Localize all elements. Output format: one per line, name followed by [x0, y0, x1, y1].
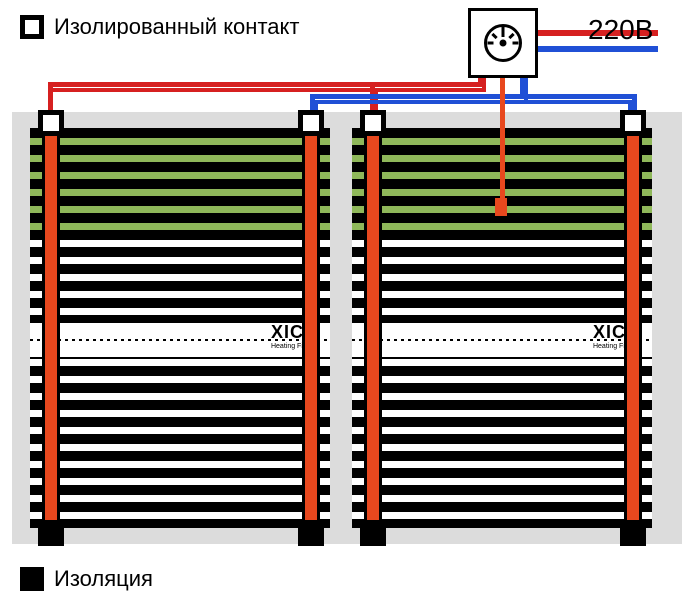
wire-blue-h-b: [314, 100, 634, 104]
heating-panel-1: XICA Heating Film: [30, 128, 330, 528]
mains-wire-neutral: [538, 46, 658, 52]
legend-swatch-solid: [20, 567, 44, 591]
legend-isolated-contact: Изолированный контакт: [20, 14, 299, 40]
wire-red-v1: [48, 82, 53, 112]
busbar-1: [42, 128, 60, 528]
voltage-label: 220В: [588, 14, 653, 46]
wiring-diagram: Изолированный контакт 220В XICA Heating …: [0, 0, 698, 608]
thermostat-dial-icon: [484, 24, 522, 62]
connector-3: [360, 110, 386, 136]
busbar-3: [364, 128, 382, 528]
wire-red-h: [48, 82, 483, 87]
connector-4: [620, 110, 646, 136]
insulation-2: [298, 520, 324, 546]
thermostat: [468, 8, 538, 78]
legend-swatch-outline: [20, 15, 44, 39]
insulation-3: [360, 520, 386, 546]
sensor-wire: [500, 78, 505, 200]
insulation-4: [620, 520, 646, 546]
wire-red-h-b: [52, 88, 482, 92]
insulation-1: [38, 520, 64, 546]
legend-insulation: Изоляция: [20, 566, 153, 592]
panel-1-green-zone: [30, 128, 330, 238]
sensor-tip: [495, 198, 507, 216]
wire-blue-h: [310, 94, 636, 99]
busbar-2: [302, 128, 320, 528]
connector-1: [38, 110, 64, 136]
legend-isolated-contact-label: Изолированный контакт: [54, 14, 299, 40]
busbar-4: [624, 128, 642, 528]
connector-2: [298, 110, 324, 136]
legend-insulation-label: Изоляция: [54, 566, 153, 592]
wire-red-drop-b: [482, 78, 486, 92]
